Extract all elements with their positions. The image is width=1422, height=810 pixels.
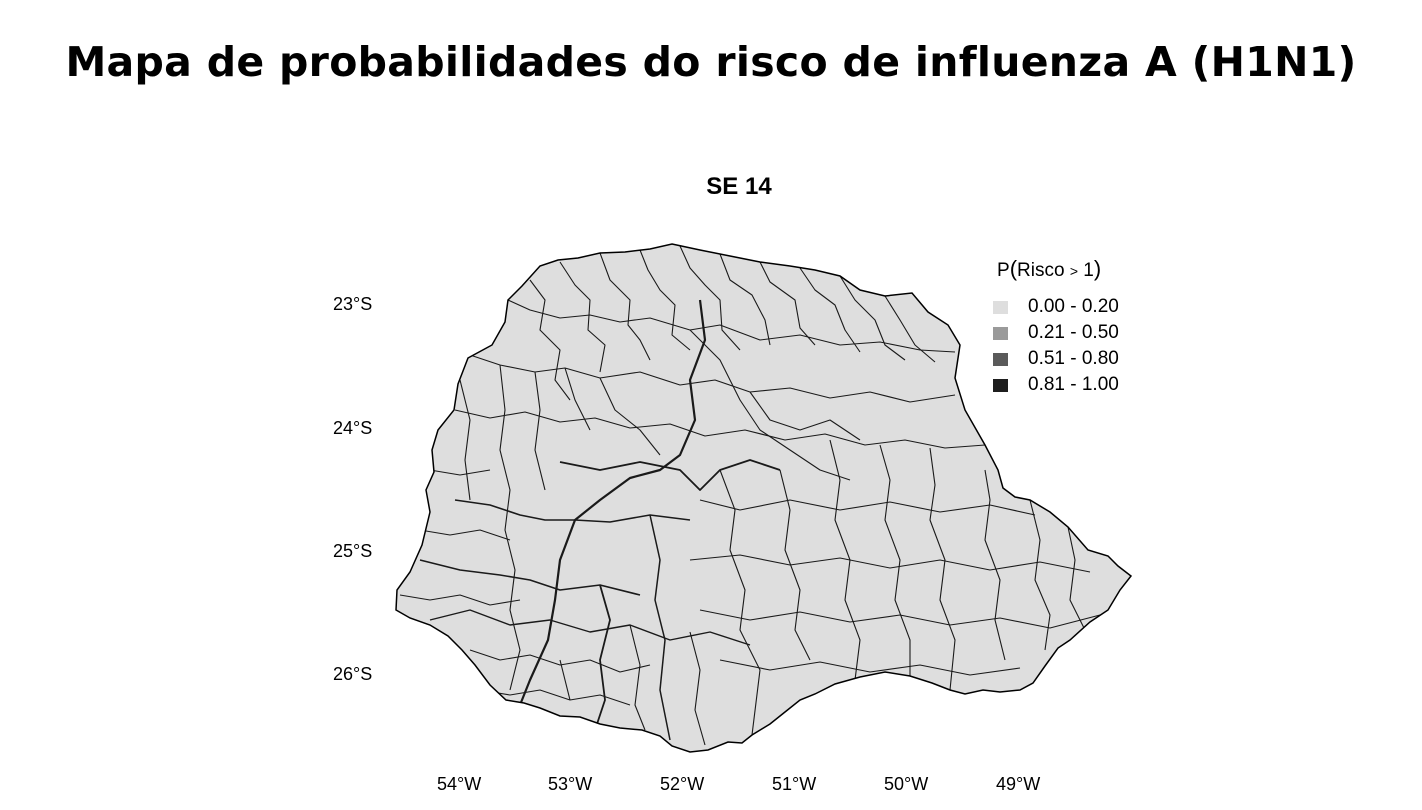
lon-label-52: 52°W xyxy=(660,774,705,794)
lon-label-53: 53°W xyxy=(548,774,593,794)
legend-title-close: ) xyxy=(1093,256,1102,281)
legend-item: 0.00 - 0.20 xyxy=(993,294,1193,320)
legend-label: 0.81 - 1.00 xyxy=(1028,374,1119,395)
lon-label-51: 51°W xyxy=(772,774,817,794)
slide-title: Mapa de probabilidades do risco de influ… xyxy=(65,38,1357,86)
legend-swatch xyxy=(993,326,1008,340)
legend-item: 0.51 - 0.80 xyxy=(993,346,1193,372)
legend-title-var: Risco xyxy=(1017,260,1065,281)
legend-item: 0.81 - 1.00 xyxy=(993,372,1193,398)
legend-title-op: > xyxy=(1069,263,1078,279)
legend-title: P(Risco > 1) xyxy=(997,256,1193,282)
lon-label-49: 49°W xyxy=(996,774,1041,794)
map-legend: P(Risco > 1) 0.00 - 0.20 0.21 - 0.50 0.5… xyxy=(993,256,1193,398)
legend-title-open: ( xyxy=(1009,256,1018,281)
map-title: SE 14 xyxy=(706,173,772,200)
legend-swatch xyxy=(993,378,1008,392)
legend-swatch xyxy=(993,352,1008,366)
legend-title-p: P xyxy=(997,260,1010,281)
lat-label-23: 23°S xyxy=(333,294,373,314)
lat-label-24: 24°S xyxy=(333,418,373,438)
legend-label: 0.21 - 0.50 xyxy=(1028,322,1119,343)
lat-label-26: 26°S xyxy=(333,664,373,684)
legend-item: 0.21 - 0.50 xyxy=(993,320,1193,346)
legend-swatch xyxy=(993,300,1008,314)
lon-label-54: 54°W xyxy=(437,774,482,794)
municipal-borders xyxy=(399,245,1101,746)
legend-label: 0.51 - 0.80 xyxy=(1028,348,1119,369)
legend-title-val: 1 xyxy=(1083,260,1094,281)
lon-label-50: 50°W xyxy=(884,774,929,794)
lat-label-25: 25°S xyxy=(333,541,373,561)
legend-label: 0.00 - 0.20 xyxy=(1028,296,1119,317)
